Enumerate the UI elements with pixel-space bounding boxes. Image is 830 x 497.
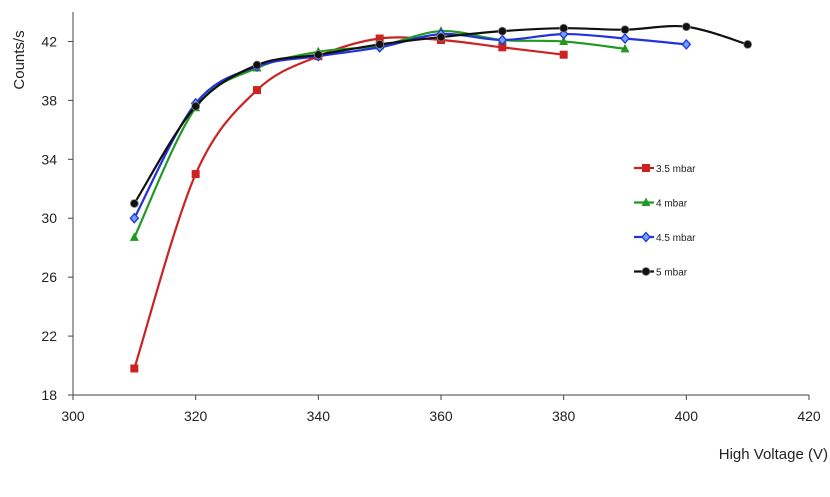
legend-item: 3.5 mbar — [634, 164, 696, 175]
legend-item: 5 mbar — [634, 267, 688, 279]
data-point — [313, 50, 323, 60]
data-point — [620, 25, 630, 35]
x-tick-label: 300 — [61, 408, 85, 424]
legend-label: 4.5 mbar — [656, 233, 696, 244]
x-tick-label: 320 — [184, 408, 208, 424]
legend-item: 4.5 mbar — [634, 231, 696, 244]
series-line — [133, 30, 626, 238]
data-point — [681, 38, 692, 50]
x-tick-label: 400 — [675, 408, 699, 424]
data-point — [743, 40, 753, 49]
y-tick-label: 26 — [41, 269, 57, 285]
data-point — [253, 86, 261, 95]
data-point — [375, 40, 385, 49]
series-4-mbar — [129, 26, 630, 241]
data-point — [436, 32, 446, 42]
y-tick-label: 22 — [41, 328, 57, 344]
legend-marker — [642, 164, 650, 172]
data-point — [130, 364, 139, 373]
series-line — [133, 36, 564, 369]
data-point — [129, 199, 139, 208]
series-layer — [129, 22, 753, 373]
legend-label: 4 mbar — [656, 199, 688, 210]
y-tick-label: 30 — [41, 210, 57, 226]
data-point — [559, 23, 569, 33]
x-tick-label: 420 — [797, 408, 821, 424]
legend: 3.5 mbar 4 mbar 4.5 mbar 5 mbar — [634, 164, 696, 279]
series-4-5-mbar — [129, 28, 692, 224]
legend-label: 5 mbar — [656, 268, 688, 279]
y-tick-label: 42 — [41, 33, 57, 49]
data-point — [681, 22, 691, 32]
data-point — [559, 50, 568, 59]
data-point — [252, 60, 262, 70]
data-point — [498, 43, 507, 52]
x-axis-title: High Voltage (V) — [719, 446, 828, 463]
y-tick-label: 38 — [41, 92, 57, 108]
legend-marker — [641, 267, 651, 276]
legend-marker — [641, 231, 651, 243]
series-line — [133, 25, 748, 205]
series-5-mbar — [129, 22, 753, 208]
x-tick-label: 360 — [429, 408, 453, 424]
data-point — [620, 43, 630, 53]
axes: 300 320 340 360 380 400 420 18 22 26 30 34 38 42 — [41, 12, 821, 424]
y-tick-label: 18 — [41, 387, 57, 403]
data-point — [191, 101, 201, 111]
legend-marker — [641, 197, 651, 206]
data-point — [375, 34, 384, 43]
data-point — [559, 36, 569, 45]
series-3-5-mbar — [130, 34, 568, 373]
legend-label: 3.5 mbar — [656, 164, 696, 175]
series-line — [133, 32, 687, 219]
data-point — [497, 26, 507, 36]
data-point — [620, 33, 630, 44]
y-tick-label: 34 — [41, 151, 57, 167]
legend-item: 4 mbar — [634, 197, 688, 210]
data-point — [497, 34, 508, 46]
data-point — [191, 170, 200, 179]
y-axis-title: Counts/s — [11, 30, 28, 89]
x-tick-label: 340 — [307, 408, 331, 424]
x-tick-label: 380 — [552, 408, 576, 424]
data-point — [129, 232, 139, 241]
data-point — [129, 212, 140, 224]
